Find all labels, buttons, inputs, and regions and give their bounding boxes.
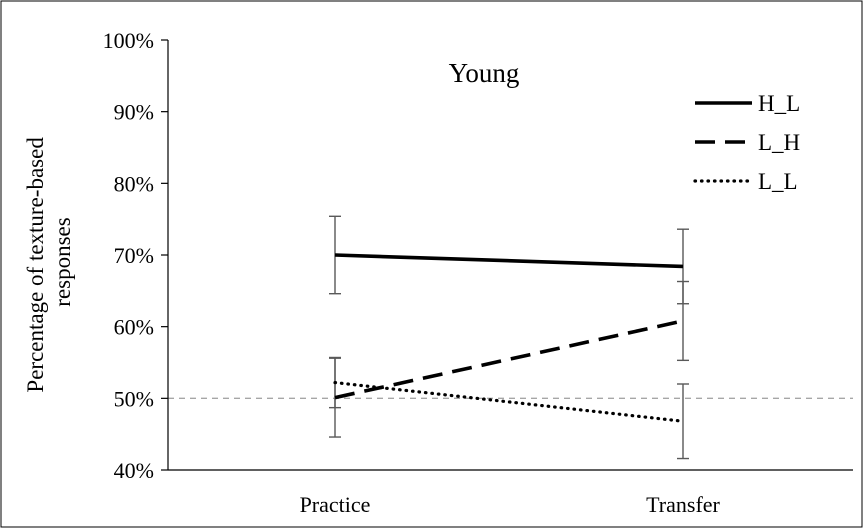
series-lines <box>333 253 685 423</box>
legend-label-l-l: L_L <box>758 169 798 194</box>
y-tick-label: 100% <box>103 28 154 53</box>
series-line-l-l <box>333 380 685 423</box>
y-tick-label: 40% <box>114 458 154 483</box>
y-tick-label: 50% <box>114 386 154 411</box>
series-line-h-l <box>334 253 684 269</box>
y-tick-label: 80% <box>114 171 154 196</box>
y-axis-title: Percentage of texture-based responses <box>23 131 75 392</box>
y-tick-label: 90% <box>114 100 154 125</box>
axes: 40% 50% 60% 70% 80% 90% 100% Practice Transfer <box>103 28 853 517</box>
y-axis-title-line-2: responses <box>50 217 75 306</box>
chart-title: Young <box>449 58 520 88</box>
x-tick-label: Transfer <box>646 492 720 517</box>
legend-label-l-h: L_H <box>758 130 800 155</box>
y-tick-label: 70% <box>114 243 154 268</box>
y-axis-title-line-1: Percentage of texture-based <box>23 137 48 393</box>
x-tick-label: Practice <box>300 492 371 517</box>
legend-label-h-l: H_L <box>758 91 800 116</box>
legend: H_L L_H L_L <box>693 91 800 194</box>
y-tick-label: 60% <box>114 315 154 340</box>
